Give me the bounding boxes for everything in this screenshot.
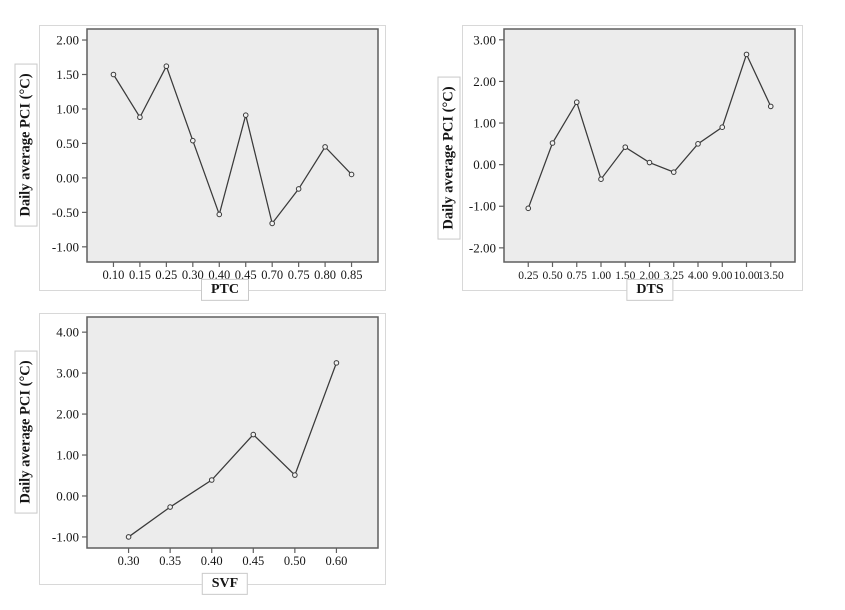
x-tick-label-ptc: 0.85 — [341, 268, 363, 282]
x-axis-title-ptc: PTC — [201, 278, 249, 302]
data-point-dts — [646, 159, 653, 166]
y-axis-title-ptc: Daily average PCI (°C) — [14, 63, 38, 227]
x-tick-label-ptc: 0.15 — [129, 268, 151, 282]
chart-svf: -1.00 0.00 1.00 2.00 3.00 4.00 0.30 0.35 0.40 0.4… — [52, 316, 379, 568]
x-tick-label-ptc: 0.40 — [208, 268, 230, 282]
data-point-ptc — [295, 186, 302, 192]
y-tick-label-ptc: 0.50 — [56, 136, 79, 151]
y-tick-label-ptc: -0.50 — [52, 205, 79, 220]
y-tick-label-ptc: 0.00 — [56, 170, 79, 185]
y-tick-label-svf: 1.00 — [56, 448, 79, 463]
x-tick-label-ptc: 0.25 — [155, 268, 177, 282]
y-tick-label-ptc: -1.00 — [52, 239, 79, 254]
y-tick-label-svf: 2.00 — [56, 407, 79, 422]
data-point-svf — [167, 504, 173, 510]
y-tick-label-dts: -1.00 — [469, 199, 496, 214]
data-point-dts — [598, 176, 604, 183]
x-tick-label-dts: 0.50 — [542, 270, 562, 282]
y-tick-label-ptc: 2.00 — [56, 33, 79, 48]
data-point-dts — [573, 99, 580, 106]
y-tick-label-ptc: 1.00 — [56, 101, 79, 116]
data-point-ptc — [322, 144, 328, 150]
data-point-dts — [695, 141, 701, 147]
series-line-svf — [128, 362, 338, 538]
x-tick-label-svf: 0.35 — [159, 554, 181, 568]
x-tick-label-ptc: 0.45 — [235, 268, 257, 282]
x-tick-label-dts: 1.00 — [591, 270, 611, 282]
data-point-svf — [208, 477, 215, 483]
x-tick-label-dts: 0.25 — [518, 270, 538, 282]
y-tick-label-svf: -1.00 — [52, 529, 79, 544]
y-axis-title-dts: Daily average PCI (°C) — [437, 76, 461, 240]
x-tick-label-ptc: 0.70 — [261, 268, 283, 282]
data-point-dts — [525, 205, 532, 212]
x-tick-label-ptc: 0.75 — [288, 268, 310, 282]
series-line-ptc — [112, 64, 352, 225]
x-axis-title-svf: SVF — [201, 572, 249, 596]
x-tick-label-ptc: 0.80 — [314, 268, 336, 282]
x-tick-label-svf: 0.30 — [118, 554, 140, 568]
data-point-ptc — [348, 171, 355, 178]
data-point-ptc — [190, 137, 196, 144]
x-tick-label-ptc: 0.30 — [182, 268, 204, 282]
x-tick-label-svf: 0.45 — [242, 554, 264, 568]
x-tick-label-dts: 4.00 — [688, 270, 708, 282]
chart-ptc: -1.00 -0.50 0.00 0.50 1.00 1.50 2.00 0.10 0.15 0.… — [52, 28, 379, 282]
y-tick-label-ptc: 1.50 — [56, 67, 79, 82]
x-tick-label-svf: 0.60 — [325, 554, 347, 568]
y-tick-label-dts: 3.00 — [473, 32, 496, 47]
data-point-ptc — [110, 71, 117, 78]
data-point-ptc — [242, 112, 249, 118]
data-point-dts — [743, 51, 750, 58]
data-point-ptc — [269, 220, 275, 227]
x-tick-label-dts: 0.75 — [567, 270, 587, 282]
data-point-ptc — [137, 114, 143, 121]
data-point-ptc — [163, 63, 170, 70]
y-tick-label-dts: -2.00 — [469, 240, 496, 255]
data-point-dts — [622, 144, 629, 150]
data-point-svf — [250, 431, 257, 438]
y-tick-label-dts: 0.00 — [473, 157, 496, 172]
data-point-svf — [125, 534, 132, 540]
data-point-dts — [670, 169, 677, 175]
plot-area-svf — [86, 316, 379, 549]
x-axis-title-dts: DTS — [626, 278, 674, 302]
x-tick-label-dts: 10.00 — [734, 270, 760, 282]
x-tick-label-dts: 9.00 — [712, 270, 732, 282]
x-tick-label-ptc: 0.10 — [103, 268, 125, 282]
x-tick-label-svf: 0.50 — [284, 554, 306, 568]
y-axis-title-svf: Daily average PCI (°C) — [14, 350, 38, 514]
data-point-svf — [333, 360, 340, 366]
chart-dts: -2.00 -1.00 0.00 1.00 2.00 3.00 0.25 0.50 0.75 1.… — [469, 28, 796, 282]
data-point-ptc — [216, 211, 223, 218]
y-tick-label-svf: 0.00 — [56, 488, 79, 503]
y-tick-label-svf: 3.00 — [56, 366, 79, 381]
y-tick-label-dts: 2.00 — [473, 74, 496, 89]
plot-area-ptc — [86, 28, 379, 263]
y-tick-label-dts: 1.00 — [473, 116, 496, 131]
data-point-svf — [292, 472, 298, 478]
x-tick-label-svf: 0.40 — [201, 554, 223, 568]
y-tick-label-svf: 4.00 — [56, 325, 79, 340]
data-point-dts — [549, 140, 556, 146]
x-tick-label-dts: 13.50 — [758, 270, 784, 282]
data-point-dts — [767, 103, 774, 110]
data-point-dts — [719, 124, 726, 130]
